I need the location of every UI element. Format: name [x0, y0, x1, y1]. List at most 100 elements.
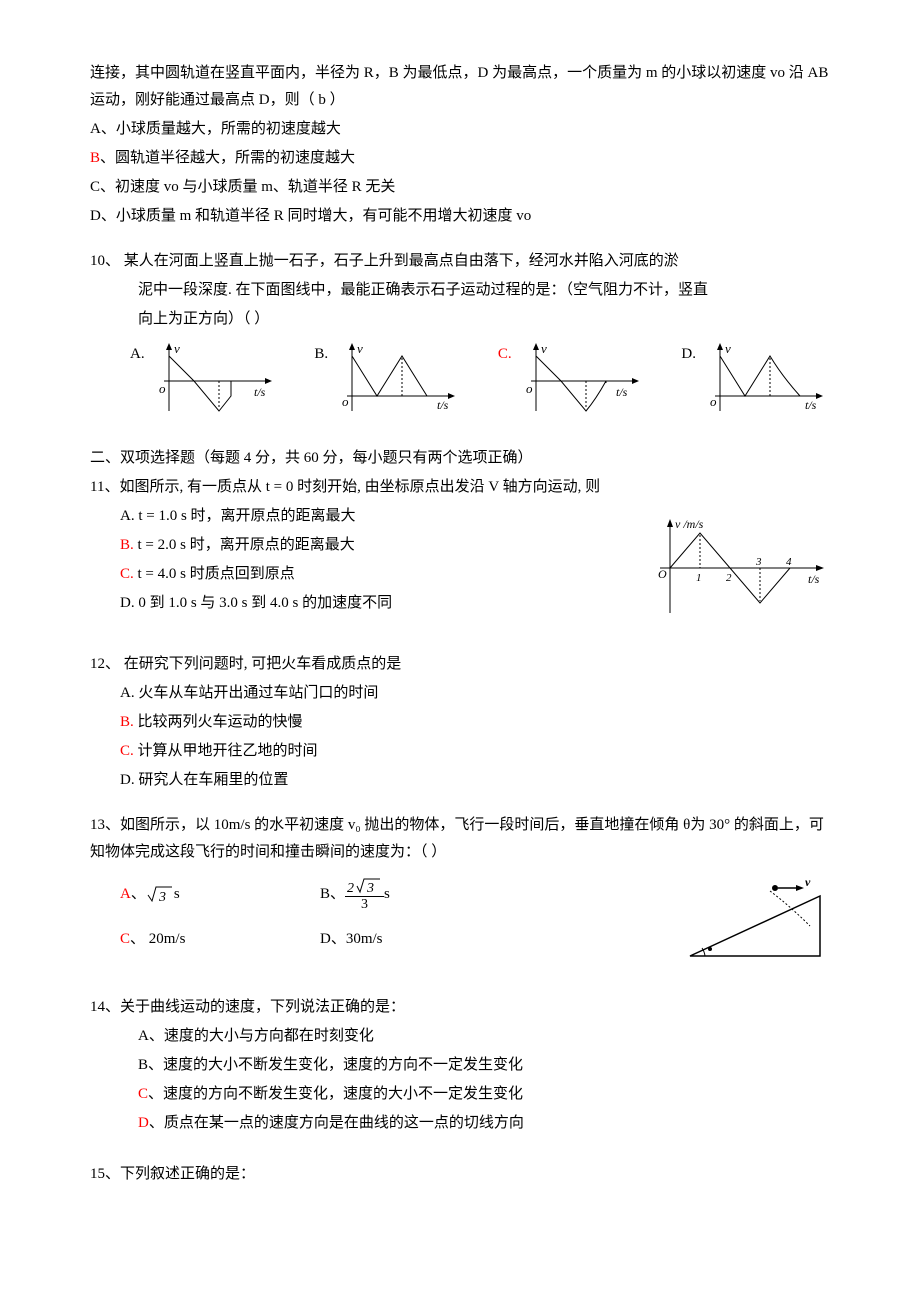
q10-chart-d: D. v o t/s	[681, 341, 830, 421]
q12-opt-c: C. 计算从甲地开往乙地的时间	[90, 738, 830, 765]
q10-s1: 某人在河面上竖直上抛一石子，石子上升到最高点自由落下，经河水并陷入河底的淤	[120, 253, 679, 269]
q9-stem: 连接，其中圆轨道在竖直平面内，半径为 R，B 为最低点，D 为最高点，一个质量为…	[90, 60, 830, 114]
svg-text:v: v	[357, 341, 363, 356]
q13-opt-c: C、 20m/s	[120, 926, 320, 953]
svg-text:3: 3	[158, 890, 166, 905]
q10-label-d: D.	[681, 341, 696, 368]
q11-opt-a-text: A. t = 1.0 s 时，离开原点的距离最大	[120, 508, 356, 524]
q14-stem: 14、关于曲线运动的速度，下列说法正确的是：	[90, 994, 830, 1021]
q9-opt-b-label: B	[90, 150, 100, 166]
svg-text:v: v	[541, 341, 547, 356]
q13-block: 13、如图所示，以 10m/s 的水平初速度 v₀ 抛出的物体，飞行一段时间后，…	[90, 812, 830, 976]
svg-text:t/s: t/s	[616, 385, 628, 399]
svg-text:O: O	[658, 567, 667, 581]
q12-opt-b-text: 比较两列火车运动的快慢	[134, 714, 303, 730]
q10-s3: 向上为正方向）（ ）	[90, 306, 830, 333]
q11-stem: 11、如图所示, 有一质点从 t = 0 时刻开始, 由坐标原点出发沿 V 轴方…	[90, 474, 830, 501]
q13-opt-a-unit: s	[174, 881, 180, 908]
svg-text:o: o	[526, 381, 533, 396]
fraction-icon: 2 3 3	[345, 876, 384, 912]
svg-text:o: o	[159, 381, 166, 396]
incline-icon: v	[680, 876, 830, 966]
q11-opt-b-label: B.	[120, 537, 134, 553]
svg-text:o: o	[710, 394, 717, 409]
q9-opt-b: B、圆轨道半径越大，所需的初速度越大	[90, 145, 830, 172]
q13-stem: 13、如图所示，以 10m/s 的水平初速度 v₀ 抛出的物体，飞行一段时间后，…	[90, 812, 830, 866]
q9-opt-d: D、小球质量 m 和轨道半径 R 同时增大，有可能不用增大初速度 vo	[90, 203, 830, 230]
svg-text:t/s: t/s	[254, 385, 266, 399]
svg-text:t/s: t/s	[805, 398, 817, 412]
q10-label-a: A.	[130, 341, 145, 368]
svg-text:2: 2	[347, 881, 354, 896]
q11-graph-icon: v /m/s t/s O 1 2 3 4	[640, 513, 830, 623]
q10-num: 10、	[90, 253, 120, 269]
q12-opt-c-text: 计算从甲地开往乙地的时间	[134, 743, 318, 759]
q11-graph: v /m/s t/s O 1 2 3 4	[640, 513, 830, 633]
svg-text:4: 4	[786, 556, 792, 568]
q13-opt-b-unit: s	[384, 881, 390, 908]
q10-chart-b: B. v o t/s	[314, 341, 462, 421]
q10-s2: 泥中一段深度. 在下面图线中，最能正确表示石子运动过程的是：（空气阻力不计，竖直	[90, 277, 830, 304]
svg-text:3: 3	[366, 881, 374, 896]
q13-opt-b: B、 2 3 3 s	[320, 876, 520, 912]
q13-opt-b-den: 3	[345, 897, 384, 912]
q9-opt-a: A、小球质量越大，所需的初速度越大	[90, 116, 830, 143]
q14-opt-d: D、质点在某一点的速度方向是在曲线的这一点的切线方向	[90, 1110, 830, 1137]
q13-opt-c-label: C	[120, 926, 130, 953]
q11-opt-c: C. t = 4.0 s 时质点回到原点	[90, 561, 620, 588]
q14-block: 14、关于曲线运动的速度，下列说法正确的是： A、速度的大小与方向都在时刻变化 …	[90, 994, 830, 1137]
q13-opt-a-label: A	[120, 881, 131, 908]
q14-opt-a: A、速度的大小与方向都在时刻变化	[90, 1023, 830, 1050]
svg-text:v: v	[725, 341, 731, 356]
section2-title: 二、双项选择题（每题 4 分，共 60 分，每小题只有两个选项正确）	[90, 445, 830, 472]
svg-text:t/s: t/s	[437, 398, 449, 412]
q10-label-b: B.	[314, 341, 328, 368]
svg-text:o: o	[342, 394, 349, 409]
svg-text:v: v	[174, 341, 180, 356]
q11-block: 11、如图所示, 有一质点从 t = 0 时刻开始, 由坐标原点出发沿 V 轴方…	[90, 474, 830, 633]
vt-graph-b-icon: v o t/s	[332, 341, 462, 421]
sqrt3-icon: 3	[146, 883, 174, 905]
q14-opt-b: B、速度的大小不断发生变化，速度的方向不一定发生变化	[90, 1052, 830, 1079]
q12-opt-a: A. 火车从车站开出通过车站门口的时间	[90, 680, 830, 707]
q11-opt-c-text: t = 4.0 s 时质点回到原点	[134, 566, 295, 582]
q12-block: 12、 在研究下列问题时, 可把火车看成质点的是 A. 火车从车站开出通过车站门…	[90, 651, 830, 794]
q13-opt-d: D、30m/s	[320, 926, 520, 953]
q13-opt-b-label: B、	[320, 881, 345, 908]
q12-opt-b: B. 比较两列火车运动的快慢	[90, 709, 830, 736]
q10-block: 10、 某人在河面上竖直上抛一石子，石子上升到最高点自由落下，经河水并陷入河底的…	[90, 248, 830, 421]
q9-opt-c: C、初速度 vo 与小球质量 m、轨道半径 R 无关	[90, 174, 830, 201]
q14-opt-c-label: C	[138, 1086, 148, 1102]
q15-stem: 15、下列叙述正确的是：	[90, 1161, 830, 1188]
svg-text:v /m/s: v /m/s	[675, 517, 704, 531]
q11-opt-a: A. t = 1.0 s 时，离开原点的距离最大	[90, 503, 620, 530]
q9-block: 连接，其中圆轨道在竖直平面内，半径为 R，B 为最低点，D 为最高点，一个质量为…	[90, 60, 830, 230]
q11-opt-d: D. 0 到 1.0 s 与 3.0 s 到 4.0 s 的加速度不同	[90, 590, 620, 617]
q10-stem: 10、 某人在河面上竖直上抛一石子，石子上升到最高点自由落下，经河水并陷入河底的…	[90, 248, 830, 275]
vt-graph-a-icon: v o t/s	[149, 341, 279, 421]
svg-text:3: 3	[755, 556, 762, 568]
q13-opt-d-text: D、30m/s	[320, 926, 383, 953]
svg-text:1: 1	[696, 572, 702, 584]
q12-opt-c-label: C.	[120, 743, 134, 759]
q10-label-c: C.	[498, 341, 512, 368]
q12-opt-d: D. 研究人在车厢里的位置	[90, 767, 830, 794]
q15-block: 15、下列叙述正确的是：	[90, 1161, 830, 1188]
q14-opt-d-text: 、质点在某一点的速度方向是在曲线的这一点的切线方向	[149, 1115, 524, 1131]
vt-graph-d-icon: v o t/s	[700, 341, 830, 421]
q12-opt-b-label: B.	[120, 714, 134, 730]
q11-opt-b-text: t = 2.0 s 时，离开原点的距离最大	[134, 537, 355, 553]
svg-text:2: 2	[726, 572, 732, 584]
q10-chart-c: C. v o t/s	[498, 341, 646, 421]
q14-opt-c: C、速度的方向不断发生变化，速度的大小不一定发生变化	[90, 1081, 830, 1108]
q11-opt-b: B. t = 2.0 s 时，离开原点的距离最大	[90, 532, 620, 559]
q11-opt-c-label: C.	[120, 566, 134, 582]
q14-opt-c-text: 、速度的方向不断发生变化，速度的大小不一定发生变化	[148, 1086, 523, 1102]
vt-graph-c-icon: v o t/s	[516, 341, 646, 421]
q13-opt-c-text: 、 20m/s	[130, 926, 185, 953]
q13-diagram: v	[680, 876, 830, 976]
q10-chart-a: A. v o t/s	[130, 341, 279, 421]
q14-opt-d-label: D	[138, 1115, 149, 1131]
svg-text:v: v	[805, 876, 811, 889]
svg-text:t/s: t/s	[808, 572, 820, 586]
